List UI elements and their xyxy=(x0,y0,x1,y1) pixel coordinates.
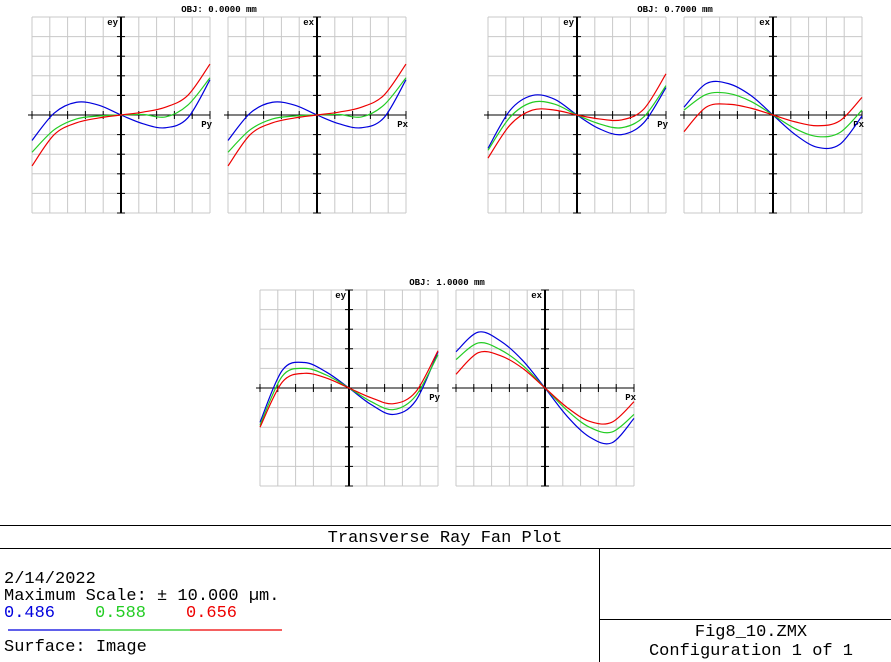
legend-wavelength: 0.656 xyxy=(186,604,237,623)
y-axis-label: ex xyxy=(303,18,314,28)
fan-curve xyxy=(227,63,407,167)
fan-curve xyxy=(683,96,863,133)
x-axis-label: Px xyxy=(397,120,408,130)
y-axis-label: ey xyxy=(107,18,118,28)
legend-wavelength: 0.588 xyxy=(95,604,146,623)
x-axis-label: Py xyxy=(201,120,212,130)
fan-curve xyxy=(455,350,635,425)
fan-curve xyxy=(31,63,211,167)
y-axis-label: ey xyxy=(335,291,346,301)
plot-title: Transverse Ray Fan Plot xyxy=(328,529,563,548)
x-axis-label: Px xyxy=(853,120,864,130)
y-axis-label: ex xyxy=(759,18,770,28)
x-axis-label: Py xyxy=(657,120,668,130)
max-scale: Maximum Scale: ± 10.000 µm. xyxy=(4,587,279,606)
x-axis-label: Py xyxy=(429,393,440,403)
file-name: Fig8_10.ZMX xyxy=(695,623,807,642)
fan-curve xyxy=(487,73,667,159)
x-axis-label: Px xyxy=(625,393,636,403)
field-title: OBJ: 1.0000 mm xyxy=(409,278,485,288)
legend-wavelength: 0.486 xyxy=(4,604,55,623)
surface: Surface: Image xyxy=(4,638,147,657)
fan-curve xyxy=(259,350,439,428)
date: 2/14/2022 xyxy=(4,570,96,589)
field-title: OBJ: 0.0000 mm xyxy=(181,5,257,15)
configuration: Configuration 1 of 1 xyxy=(649,642,853,661)
y-axis-label: ey xyxy=(563,18,574,28)
field-title: OBJ: 0.7000 mm xyxy=(637,5,713,15)
y-axis-label: ex xyxy=(531,291,542,301)
